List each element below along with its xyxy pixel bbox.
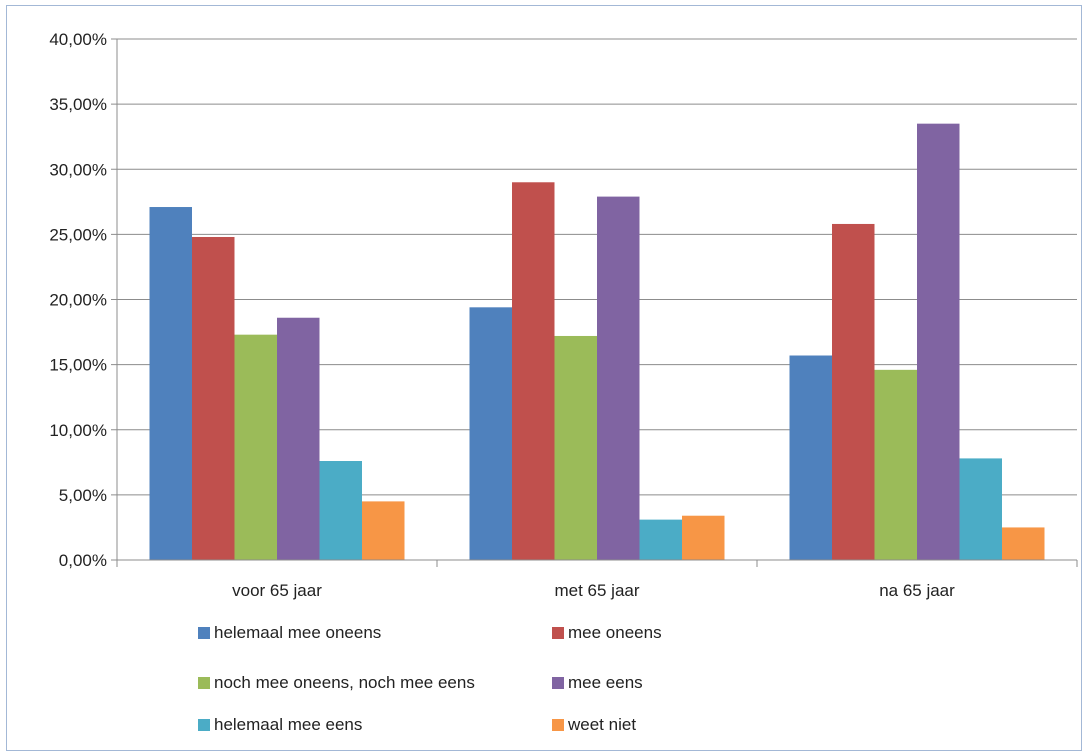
bar [874, 369, 917, 560]
bar [682, 515, 725, 560]
legend-swatch [552, 627, 564, 639]
bar [789, 355, 832, 560]
x-axis-ticks: voor 65 jaar met 65 jaar na 65 jaar [116, 560, 1078, 600]
axes [116, 39, 1077, 561]
y-tick-label: 25,00% [49, 225, 107, 244]
y-tick-label: 10,00% [49, 421, 107, 440]
bar [469, 307, 512, 560]
bar [319, 461, 362, 560]
bar [959, 458, 1002, 560]
legend-label: weet niet [567, 715, 636, 734]
y-axis-ticks: 0,00% 5,00% 10,00% 15,00% 20,00% 25,00% 30,00%… [49, 30, 117, 570]
legend-swatch [198, 719, 210, 731]
bar [917, 123, 960, 560]
y-tick-label: 30,00% [49, 160, 107, 179]
legend-label: mee eens [568, 673, 643, 692]
y-tick-label: 5,00% [59, 486, 107, 505]
bar [597, 196, 640, 561]
bar [277, 317, 320, 560]
chart-frame: 0,00% 5,00% 10,00% 15,00% 20,00% 25,00% 30,00%… [6, 5, 1082, 751]
bar-chart: 0,00% 5,00% 10,00% 15,00% 20,00% 25,00% 30,00%… [49, 30, 1078, 734]
bar [149, 207, 192, 560]
y-tick-label: 0,00% [59, 551, 107, 570]
legend-swatch [198, 627, 210, 639]
bar [639, 519, 682, 560]
legend-label: helemaal mee eens [214, 715, 362, 734]
x-tick-label: na 65 jaar [879, 581, 955, 600]
y-tick-label: 40,00% [49, 30, 107, 49]
legend-label: helemaal mee oneens [214, 623, 381, 642]
bar [832, 223, 875, 560]
bar [192, 236, 235, 561]
x-tick-label: met 65 jaar [554, 581, 639, 600]
legend-swatch [552, 677, 564, 689]
bar [512, 182, 555, 560]
y-tick-label: 20,00% [49, 291, 107, 310]
x-tick-label: voor 65 jaar [232, 581, 322, 600]
bar [362, 501, 405, 560]
legend-label: noch mee oneens, noch mee eens [214, 673, 475, 692]
bar [1002, 527, 1045, 560]
bars [149, 123, 1045, 561]
bar [554, 335, 597, 560]
legend: helemaal mee oneens mee oneens noch mee on… [198, 623, 662, 734]
y-tick-label: 35,00% [49, 95, 107, 114]
bar [234, 334, 277, 560]
legend-swatch [198, 677, 210, 689]
legend-label: mee oneens [568, 623, 662, 642]
legend-swatch [552, 719, 564, 731]
y-tick-label: 15,00% [49, 356, 107, 375]
